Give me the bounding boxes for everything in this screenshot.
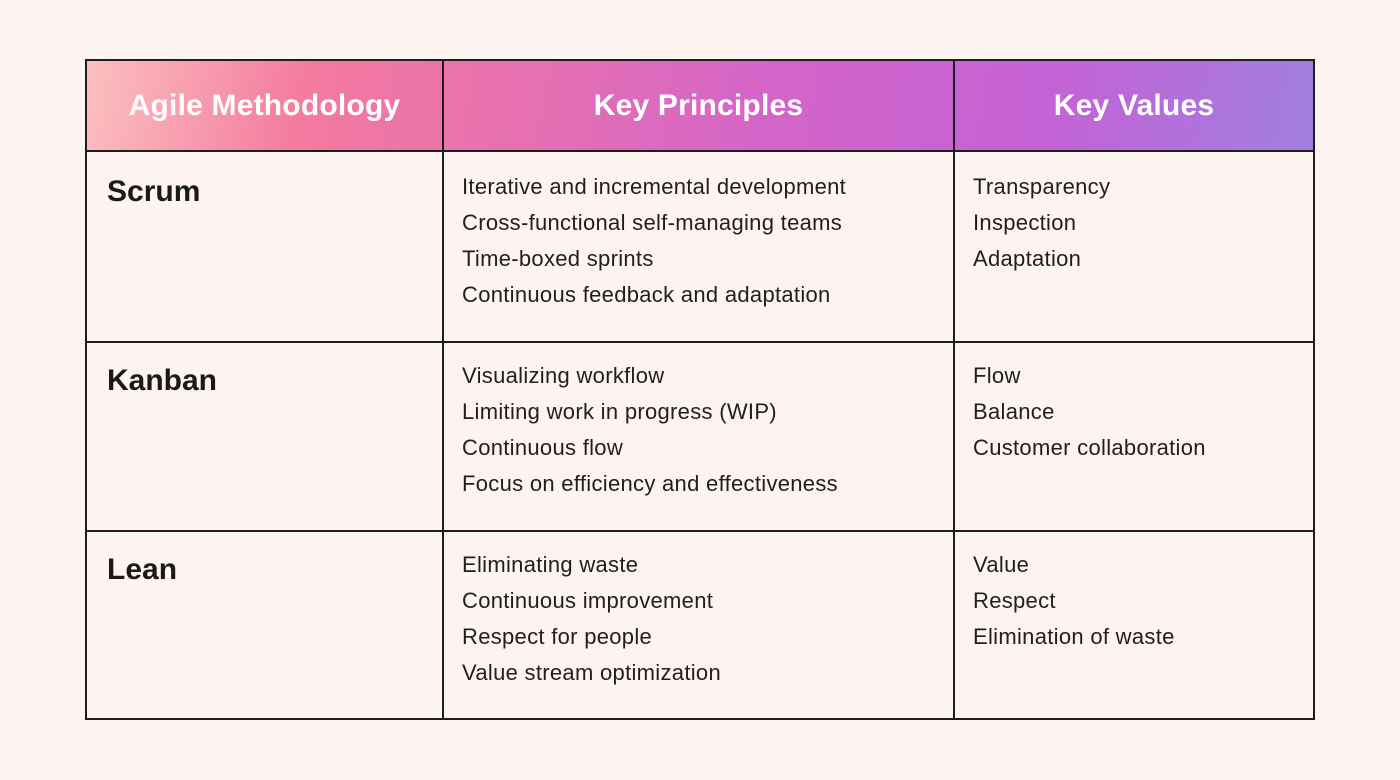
list-item: Focus on efficiency and effectiveness	[462, 471, 838, 496]
list-item: Visualizing workflow	[462, 363, 665, 388]
row-method-scrum: Scrum	[107, 175, 201, 208]
table-header-row: Agile Methodology Key Principles Key Val…	[87, 61, 1313, 152]
header-cell-methodology: Agile Methodology	[128, 88, 401, 122]
list-item: Adaptation	[973, 246, 1082, 271]
list-item: Iterative and incremental development	[462, 174, 847, 199]
list-item: Inspection	[973, 210, 1077, 235]
row-method-kanban: Kanban	[107, 364, 218, 397]
column-divider	[953, 61, 955, 718]
values-list-lean: Value Respect Elimination of waste	[973, 547, 1175, 655]
list-item: Flow	[973, 363, 1021, 388]
row-divider	[87, 530, 1313, 532]
row-divider	[87, 341, 1313, 343]
values-list-kanban: Flow Balance Customer collaboration	[973, 358, 1206, 466]
column-divider	[442, 61, 444, 718]
list-item: Limiting work in progress (WIP)	[462, 399, 777, 424]
row-method-lean: Lean	[107, 553, 178, 586]
list-item: Customer collaboration	[973, 435, 1206, 460]
list-item: Transparency	[973, 174, 1111, 199]
principles-list-kanban: Visualizing workflow Limiting work in pr…	[462, 358, 838, 502]
comparison-table: Agile Methodology Key Principles Key Val…	[85, 59, 1315, 720]
list-item: Respect for people	[462, 624, 653, 649]
header-cell-values: Key Values	[1053, 88, 1215, 122]
list-item: Eliminating waste	[462, 552, 639, 577]
header-cell-principles: Key Principles	[593, 88, 804, 122]
list-item: Elimination of waste	[973, 624, 1175, 649]
list-item: Respect	[973, 588, 1056, 613]
list-item: Value stream optimization	[462, 660, 721, 685]
list-item: Continuous feedback and adaptation	[462, 282, 831, 307]
list-item: Cross-functional self-managing teams	[462, 210, 843, 235]
list-item: Continuous flow	[462, 435, 624, 460]
list-item: Time-boxed sprints	[462, 246, 654, 271]
list-item: Value	[973, 552, 1030, 577]
principles-list-scrum: Iterative and incremental development Cr…	[462, 169, 846, 313]
values-list-scrum: Transparency Inspection Adaptation	[973, 169, 1110, 277]
list-item: Continuous improvement	[462, 588, 714, 613]
principles-list-lean: Eliminating waste Continuous improvement…	[462, 547, 721, 691]
list-item: Balance	[973, 399, 1055, 424]
